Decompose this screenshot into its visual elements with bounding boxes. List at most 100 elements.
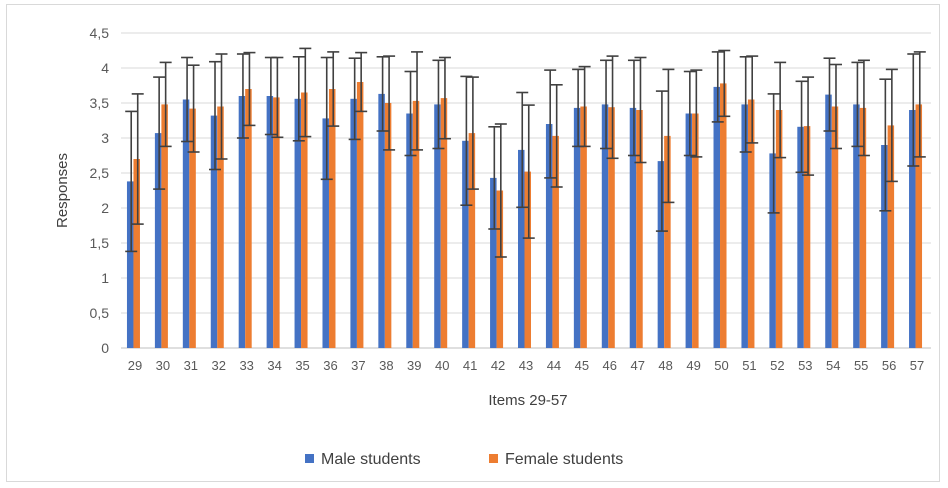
- bar-male: [909, 110, 916, 348]
- bar-male: [518, 149, 525, 348]
- error-bar: [348, 57, 361, 141]
- bar-female: [747, 99, 755, 348]
- x-tick-label: 31: [184, 358, 198, 373]
- bar-male: [266, 96, 274, 348]
- error-bar: [774, 61, 787, 159]
- bar-male: [573, 107, 581, 349]
- legend-label: Male students: [321, 451, 421, 468]
- error-bar: [578, 65, 591, 148]
- error-bar: [438, 56, 451, 140]
- x-tick-label: 52: [770, 358, 784, 373]
- legend-swatch: [489, 454, 498, 463]
- chart-frame: 0 0,5 1 1,5 2 2,5 3 3,5 4 4,5 29 30 31 32 33 34 35 36 37 3…: [6, 4, 940, 482]
- error-bar: [125, 110, 138, 253]
- error-bar: [292, 55, 305, 142]
- error-bar: [432, 59, 445, 150]
- error-bar: [131, 93, 144, 225]
- error-bar: [355, 51, 368, 113]
- error-bar: [829, 63, 842, 150]
- x-tick-label: 37: [351, 358, 365, 373]
- bar-male: [825, 94, 832, 348]
- error-bar: [516, 91, 529, 209]
- error-bar: [153, 76, 166, 190]
- error-bar: [466, 76, 479, 190]
- bar-male: [294, 98, 302, 348]
- error-bar: [913, 51, 926, 158]
- bar-male: [182, 99, 190, 348]
- y-tick-label: 3: [101, 130, 109, 146]
- y-tick-label: 4: [101, 60, 109, 76]
- bar-female: [831, 106, 839, 348]
- bar-female: [552, 135, 559, 348]
- bar-female: [692, 113, 699, 348]
- x-tick-label: 33: [239, 358, 253, 373]
- bar-male: [210, 115, 218, 348]
- bar-male: [322, 118, 329, 349]
- error-bar: [488, 126, 501, 230]
- bar-male: [545, 124, 553, 348]
- error-bar: [802, 76, 815, 176]
- x-tick-label: 40: [435, 358, 449, 373]
- error-bar: [383, 55, 396, 151]
- bar-female: [440, 98, 448, 348]
- bar-male: [881, 145, 888, 348]
- bar-female: [273, 97, 280, 349]
- bar-female: [859, 107, 867, 349]
- x-tick-label: 50: [714, 358, 728, 373]
- error-bar: [404, 70, 417, 157]
- x-tick-label: 44: [547, 358, 561, 373]
- bar-male: [657, 161, 665, 348]
- x-tick-label: 36: [323, 358, 337, 373]
- x-tick-label: 49: [686, 358, 700, 373]
- x-tick-labels: 29 30 31 32 33 34 35 36 37 38 39 40 41 42 43 44 45 46 47 48…: [128, 358, 925, 373]
- bar-female: [608, 107, 615, 348]
- bar-female: [636, 110, 643, 348]
- bar-male: [769, 153, 776, 348]
- error-bar: [627, 59, 640, 157]
- y-tick-label: 1: [101, 270, 109, 286]
- error-bar: [711, 51, 724, 123]
- error-bar: [159, 61, 172, 148]
- y-tick-label: 0: [101, 340, 109, 356]
- bar-female: [664, 135, 671, 348]
- error-bar: [690, 69, 703, 158]
- bar-male: [406, 113, 413, 348]
- error-bar: [522, 104, 535, 239]
- error-bar: [879, 78, 892, 212]
- bar-female: [245, 89, 252, 348]
- y-tick-labels: 0 0,5 1 1,5 2 2,5 3 3,5 4 4,5: [90, 25, 110, 356]
- x-tick-label: 32: [212, 358, 226, 373]
- bar-male: [629, 107, 637, 349]
- bar-female: [887, 125, 895, 349]
- error-bar: [718, 49, 731, 118]
- x-tick-label: 48: [658, 358, 672, 373]
- error-bar: [411, 51, 424, 151]
- error-bar: [600, 59, 613, 150]
- error-bars: [125, 47, 926, 258]
- error-bar: [215, 53, 228, 160]
- error-bar: [885, 68, 898, 183]
- bar-male: [713, 86, 721, 349]
- x-tick-label: 34: [267, 358, 281, 373]
- error-bar: [544, 69, 557, 179]
- y-tick-label: 2,5: [90, 165, 110, 181]
- error-bar: [851, 61, 864, 148]
- bar-female: [161, 104, 168, 349]
- error-bar: [683, 70, 696, 157]
- y-tick-label: 0,5: [90, 305, 110, 321]
- y-axis-label: Responses: [54, 153, 71, 228]
- bar-male: [462, 140, 469, 348]
- bar-male: [601, 104, 609, 349]
- x-tick-label: 30: [156, 358, 170, 373]
- bar-female: [133, 159, 140, 348]
- error-bar: [181, 56, 194, 143]
- bar-female: [217, 106, 224, 348]
- error-bar: [857, 59, 870, 157]
- y-tick-label: 1,5: [90, 235, 110, 251]
- bar-female: [803, 126, 811, 348]
- error-bar: [243, 51, 256, 127]
- bar-female: [915, 104, 923, 349]
- bar-male: [490, 177, 497, 348]
- bar-male: [238, 96, 246, 348]
- bar-chart: 0 0,5 1 1,5 2 2,5 3 3,5 4 4,5 29 30 31 32 33 34 35 36 37 3…: [54, 25, 931, 468]
